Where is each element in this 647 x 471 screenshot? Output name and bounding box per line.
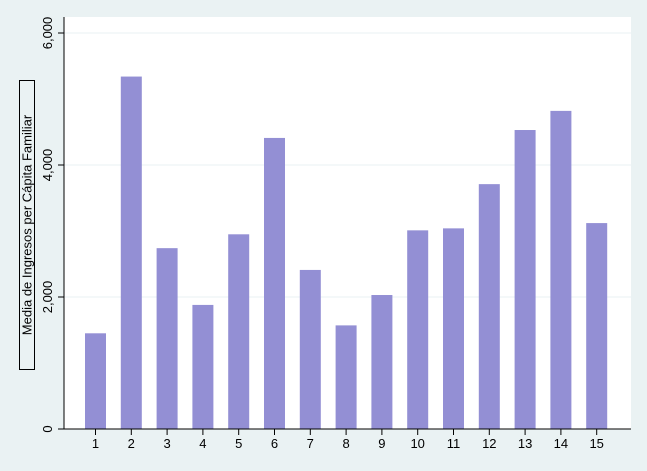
bar — [443, 228, 464, 429]
bar — [228, 234, 250, 429]
bar — [299, 269, 321, 429]
x-tick-label: 6 — [271, 436, 278, 451]
x-tick-label: 11 — [447, 436, 461, 451]
y-axis-title-group: Media de Ingresos per Cápita Familiar — [19, 80, 35, 370]
x-ticks: 1 2 3 4 5 6 7 8 9 10 11 12 13 14 15 — [92, 429, 604, 451]
bar — [192, 304, 214, 429]
x-tick-label: 7 — [307, 436, 314, 451]
x-tick-label: 5 — [235, 436, 242, 451]
y-tick-label: 2,000 — [40, 281, 55, 314]
bar — [407, 230, 429, 429]
x-tick-label: 15 — [589, 436, 603, 451]
y-ticks: 0 2,000 4,000 6,000 — [40, 17, 64, 433]
x-tick-label: 9 — [378, 436, 385, 451]
bar — [371, 295, 393, 429]
x-tick-label: 10 — [410, 436, 424, 451]
y-tick-label: 4,000 — [40, 149, 55, 182]
x-tick-label: 12 — [482, 436, 496, 451]
bars — [85, 76, 608, 429]
bar — [586, 223, 608, 429]
x-tick-label: 13 — [518, 436, 532, 451]
x-tick-label: 14 — [554, 436, 568, 451]
x-tick-label: 8 — [342, 436, 349, 451]
bar — [335, 325, 357, 429]
y-axis-title-box — [19, 80, 35, 370]
x-tick-label: 3 — [163, 436, 170, 451]
x-tick-label: 1 — [92, 436, 99, 451]
bar — [120, 76, 142, 429]
bar — [478, 184, 500, 429]
y-tick-label: 0 — [40, 425, 55, 432]
bar — [550, 110, 572, 429]
bar — [85, 333, 106, 429]
bar — [264, 137, 285, 429]
y-tick-label: 6,000 — [40, 17, 55, 50]
bar — [514, 130, 536, 429]
y-axis-title: Media de Ingresos per Cápita Familiar — [20, 114, 35, 335]
x-tick-label: 4 — [199, 436, 206, 451]
x-tick-label: 2 — [128, 436, 135, 451]
bar — [156, 248, 178, 429]
